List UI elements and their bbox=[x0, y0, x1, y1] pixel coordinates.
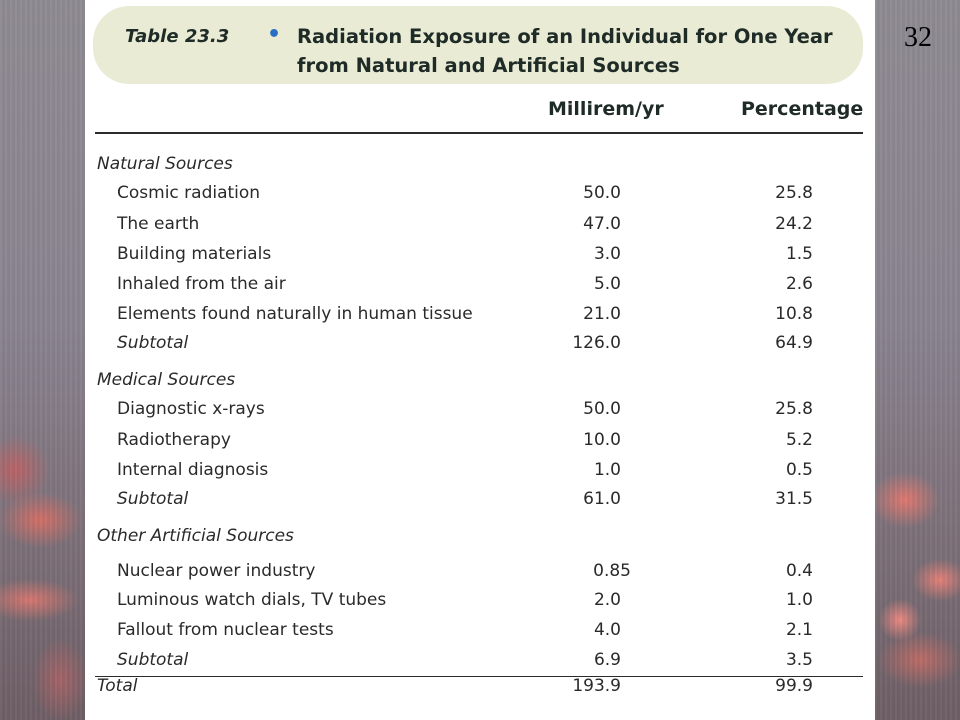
row-label: Inhaled from the air bbox=[117, 274, 286, 294]
total-millirem: 193.9 bbox=[572, 676, 621, 696]
subtotal-row: Subtotal 61.0 31.5 bbox=[85, 489, 875, 515]
row-label: Radiotherapy bbox=[117, 430, 231, 450]
row-millirem: 5.0 bbox=[593, 274, 621, 294]
table-row: Fallout from nuclear tests 4.0 2.1 bbox=[85, 620, 875, 646]
table-row: Internal diagnosis 1.0 0.5 bbox=[85, 460, 875, 486]
row-percent: 2.1 bbox=[785, 620, 813, 640]
table-page: Table 23.3 • Radiation Exposure of an In… bbox=[85, 0, 875, 720]
row-millirem: 2.0 bbox=[593, 590, 621, 610]
total-row: Total 193.9 99.9 bbox=[85, 676, 875, 702]
subtotal-label: Subtotal bbox=[117, 489, 189, 509]
row-millirem: 47.0 bbox=[583, 214, 621, 234]
row-millirem: 50.0 bbox=[583, 183, 621, 203]
table-row: Radiotherapy 10.0 5.2 bbox=[85, 430, 875, 456]
section-label: Other Artificial Sources bbox=[97, 526, 294, 546]
subtotal-percent: 3.5 bbox=[785, 650, 813, 670]
row-label: Building materials bbox=[117, 244, 272, 264]
table-title: Radiation Exposure of an Individual for … bbox=[297, 22, 857, 80]
row-percent: 25.8 bbox=[775, 399, 813, 419]
section-heading-other-artificial: Other Artificial Sources bbox=[85, 526, 875, 552]
column-header-percentage: Percentage bbox=[741, 98, 864, 120]
subtotal-label: Subtotal bbox=[117, 650, 189, 670]
page-number: 32 bbox=[904, 22, 932, 53]
table-row: The earth 47.0 24.2 bbox=[85, 214, 875, 240]
row-percent: 1.5 bbox=[785, 244, 813, 264]
row-millirem: 50.0 bbox=[583, 399, 621, 419]
row-millirem: 4.0 bbox=[593, 620, 621, 640]
table-title-line-1: Radiation Exposure of an Individual for … bbox=[297, 25, 833, 48]
row-percent: 25.8 bbox=[775, 183, 813, 203]
row-millirem: 10.0 bbox=[583, 430, 621, 450]
row-label: Luminous watch dials, TV tubes bbox=[117, 590, 387, 610]
row-label: Fallout from nuclear tests bbox=[117, 620, 334, 640]
total-label: Total bbox=[97, 676, 138, 696]
table-row: Nuclear power industry 0.85 0.4 bbox=[85, 561, 875, 587]
row-percent: 10.8 bbox=[775, 304, 813, 324]
table-label: Table 23.3 bbox=[125, 26, 230, 47]
row-percent: 1.0 bbox=[785, 590, 813, 610]
row-label: Nuclear power industry bbox=[117, 561, 316, 581]
table-title-banner: Table 23.3 • Radiation Exposure of an In… bbox=[93, 6, 863, 84]
row-label: Elements found naturally in human tissue bbox=[117, 304, 473, 324]
subtotal-percent: 31.5 bbox=[775, 489, 813, 509]
row-millirem: 1.0 bbox=[593, 460, 621, 480]
section-label: Natural Sources bbox=[97, 154, 233, 174]
subtotal-millirem: 61.0 bbox=[583, 489, 621, 509]
total-percent: 99.9 bbox=[775, 676, 813, 696]
row-millirem: 0.85 bbox=[593, 561, 631, 581]
row-label: Cosmic radiation bbox=[117, 183, 261, 203]
row-label: The earth bbox=[117, 214, 200, 234]
subtotal-millirem: 6.9 bbox=[593, 650, 621, 670]
table-row: Inhaled from the air 5.0 2.6 bbox=[85, 274, 875, 300]
section-heading-natural: Natural Sources bbox=[85, 154, 875, 180]
row-percent: 0.5 bbox=[785, 460, 813, 480]
section-heading-medical: Medical Sources bbox=[85, 370, 875, 396]
subtotal-percent: 64.9 bbox=[775, 333, 813, 353]
table-row: Building materials 3.0 1.5 bbox=[85, 244, 875, 270]
section-label: Medical Sources bbox=[97, 370, 236, 390]
table-row: Diagnostic x-rays 50.0 25.8 bbox=[85, 399, 875, 425]
row-label: Diagnostic x-rays bbox=[117, 399, 265, 419]
row-percent: 24.2 bbox=[775, 214, 813, 234]
subtotal-row: Subtotal 6.9 3.5 bbox=[85, 650, 875, 676]
column-header-millirem: Millirem/yr bbox=[548, 98, 664, 120]
table-row: Elements found naturally in human tissue… bbox=[85, 304, 875, 330]
table-title-line-2: from Natural and Artificial Sources bbox=[297, 54, 680, 77]
row-millirem: 3.0 bbox=[593, 244, 621, 264]
row-percent: 0.4 bbox=[785, 561, 813, 581]
row-percent: 5.2 bbox=[785, 430, 813, 450]
table-row: Luminous watch dials, TV tubes 2.0 1.0 bbox=[85, 590, 875, 616]
total-rule bbox=[95, 676, 863, 677]
row-millirem: 21.0 bbox=[583, 304, 621, 324]
table-row: Cosmic radiation 50.0 25.8 bbox=[85, 183, 875, 209]
title-bullet-icon: • bbox=[267, 22, 282, 47]
row-label: Internal diagnosis bbox=[117, 460, 269, 480]
subtotal-row: Subtotal 126.0 64.9 bbox=[85, 333, 875, 359]
subtotal-label: Subtotal bbox=[117, 333, 189, 353]
subtotal-millirem: 126.0 bbox=[572, 333, 621, 353]
row-percent: 2.6 bbox=[785, 274, 813, 294]
header-rule bbox=[95, 132, 863, 134]
